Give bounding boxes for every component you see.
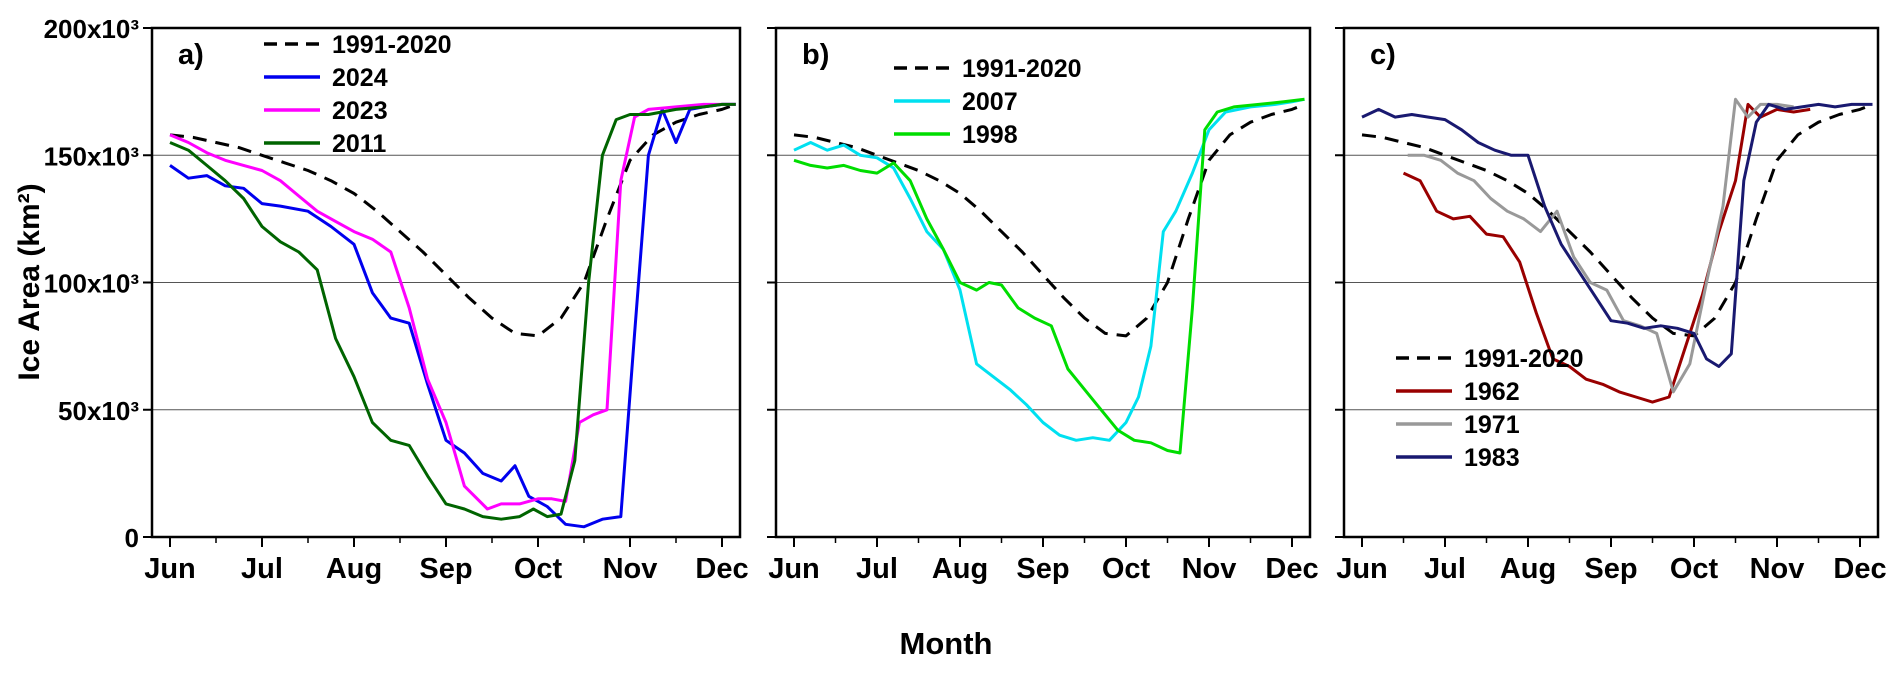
panel-label: a) [178,39,204,71]
legend-label: 1983 [1464,444,1520,472]
x-tick-label: Oct [1102,553,1151,585]
x-tick-label: Jun [144,553,196,585]
series-line-1991-2020 [793,103,1306,338]
x-tick-label: Jun [768,553,820,585]
legend-label: 2023 [332,97,388,125]
x-tick-label: Nov [1750,553,1805,585]
x-tick-label: Jul [1424,553,1466,585]
legend-label: 1991-2020 [962,55,1082,83]
x-tick-label: Oct [1670,553,1719,585]
x-tick-label: Sep [419,553,472,585]
panel-c: Jun Jul Aug Sep Oct Nov Dec c) 1991-2020 1962 1971… [1335,26,1887,585]
x-tick-label: Aug [326,553,382,585]
panel-b: Jun Jul Aug Sep Oct Nov Dec b) 1991-2020 2007 1998 [767,26,1319,585]
series-line-2007 [793,97,1305,442]
legend-label: 2011 [332,130,386,158]
y-tick-label: 150x10³ [44,141,140,171]
y-axis-title: Ice Area (km²) [13,183,46,381]
legend-label: 1962 [1464,378,1520,406]
x-tick-label: Nov [603,553,658,585]
y-tick-label: 50x10³ [58,396,139,426]
x-axis-title: Month [899,626,993,661]
legend-label: 2024 [332,64,388,92]
y-tick-label: 100x10³ [44,269,140,299]
series-line-1998 [793,97,1305,455]
series-line-1962 [1402,102,1811,404]
series-line-2011 [169,102,736,521]
x-tick-label: Dec [695,553,748,585]
series-line-1971 [1407,97,1794,394]
series-line-2024 [169,102,736,529]
x-tick-label: Sep [1584,553,1637,585]
x-tick-label: Aug [932,553,988,585]
legend-label: 1998 [962,121,1018,149]
x-tick-label: Nov [1182,553,1237,585]
series-line-2023 [169,102,736,511]
x-tick-label: Sep [1016,553,1069,585]
x-tick-label: Jul [241,553,283,585]
legend-label: 1971 [1464,411,1520,439]
series-line-1983 [1361,102,1873,368]
x-tick-label: Oct [514,553,563,585]
x-tick-label: Dec [1833,553,1886,585]
x-tick-label: Jun [1336,553,1388,585]
panel-a: Jun Jul Aug Sep Oct Nov Dec 0 50x10³ 100x10³ 150x1… [44,14,749,585]
legend-label: 2007 [962,88,1018,116]
y-tick-label: 200x10³ [44,14,140,44]
legend-label: 1991-2020 [1464,345,1584,373]
x-tick-label: Dec [1265,553,1318,585]
series-line-1991-2020 [169,102,737,338]
panel-label: b) [802,39,829,71]
series-line-1991-2020 [1361,103,1874,338]
y-tick-label: 0 [125,523,139,553]
x-tick-label: Jul [856,553,898,585]
legend-label: 1991-2020 [332,31,452,59]
panel-label: c) [1370,39,1396,71]
x-tick-label: Aug [1500,553,1556,585]
